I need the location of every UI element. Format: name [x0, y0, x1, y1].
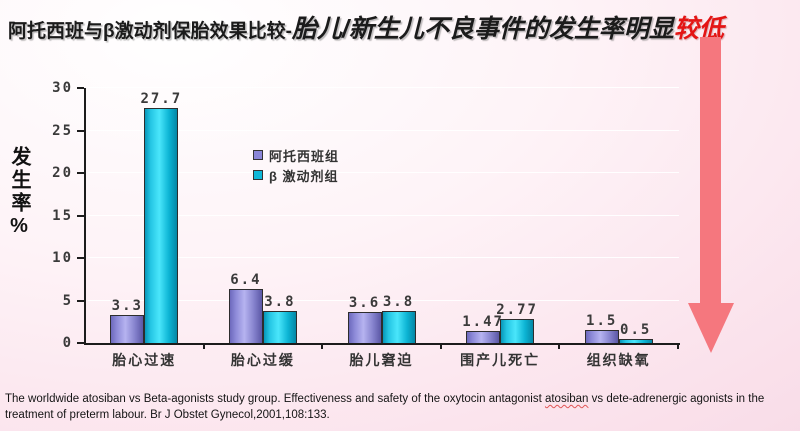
- y-tick-30: [77, 87, 84, 89]
- bar-series1-cat3: [500, 319, 535, 343]
- citation-text-after: vs dete-adrenergic agonists in the treat…: [5, 393, 765, 422]
- bar-value-label-s0-c0: 3.3: [111, 297, 143, 314]
- bar-value-label-s1-c3: 2.77: [496, 302, 538, 319]
- legend-swatch-icon-0: [253, 150, 263, 160]
- gridline-20: [88, 172, 679, 173]
- reference-citation: The worldwide atosiban vs Beta-agonists …: [5, 391, 791, 423]
- y-tick-0: [77, 342, 84, 344]
- gridline-5: [88, 299, 679, 301]
- y-tick-10: [77, 257, 84, 259]
- bar-value-label-s0-c4: 1.5: [586, 313, 618, 330]
- bar-value-label-s1-c2: 3.8: [382, 293, 415, 310]
- y-tick-label-30: 30: [52, 80, 73, 96]
- y-tick-label-15: 15: [52, 207, 73, 224]
- x-category-label-4: 组织缺氧: [586, 352, 651, 368]
- x-category-label-1: 胎心过缓: [230, 352, 295, 368]
- y-tick-20: [77, 172, 84, 174]
- down-arrow-shaft: [700, 37, 721, 304]
- x-category-label-2: 胎儿窘迫: [349, 352, 414, 368]
- bar-value-label-s1-c0: 27.7: [140, 90, 183, 107]
- y-axis-title: 发生率%: [8, 146, 30, 240]
- citation-misspelled-word: atosiban: [544, 393, 589, 405]
- legend-row-0: 阿托西班组: [253, 145, 339, 165]
- bar-value-label-s1-c1: 3.8: [264, 293, 296, 310]
- y-tick-25: [77, 129, 84, 132]
- x-category-label-0: 胎心过速: [112, 352, 177, 368]
- down-arrow-icon: [688, 303, 734, 353]
- bar-value-label-s1-c4: 0.5: [620, 321, 652, 338]
- y-tick-label-10: 10: [52, 250, 73, 266]
- y-tick-label-0: 0: [62, 335, 73, 351]
- y-tick-5: [77, 299, 84, 302]
- y-tick-label-20: 20: [52, 165, 73, 181]
- y-tick-label-25: 25: [52, 122, 73, 139]
- bar-series0-cat4: [584, 330, 619, 343]
- y-tick-label-5: 5: [62, 292, 73, 309]
- bar-series0-cat0: [110, 314, 145, 343]
- title-main: 阿托西班与β激动剂保胎效果比较-: [8, 21, 292, 42]
- citation-text-before: The worldwide atosiban vs Beta-agonists …: [5, 393, 545, 405]
- y-tick-15: [77, 214, 84, 217]
- bar-value-label-s0-c1: 6.4: [230, 271, 262, 288]
- legend-label-1: β 激动剂组: [269, 168, 339, 184]
- bar-series1-cat2: [381, 310, 416, 343]
- x-tick-2: [321, 343, 324, 349]
- bar-value-label-s0-c2: 3.6: [348, 295, 381, 312]
- x-tick-1: [202, 343, 205, 349]
- bar-series1-cat0: [144, 107, 179, 343]
- legend-row-1: β 激动剂组: [253, 165, 339, 185]
- bar-series1-cat4: [618, 338, 653, 343]
- gridline-15: [88, 214, 679, 216]
- x-category-label-3: 围产儿死亡: [460, 352, 541, 368]
- x-tick-4: [558, 343, 561, 349]
- chart-legend: 阿托西班组 β 激动剂组: [253, 145, 339, 185]
- legend-label-0: 阿托西班组: [269, 148, 340, 164]
- bar-chart-plot-area: [84, 87, 680, 345]
- bar-series1-cat1: [262, 310, 297, 343]
- bar-series0-cat1: [228, 288, 263, 343]
- legend-swatch-icon-1: [253, 170, 263, 180]
- gridline-25: [88, 129, 679, 131]
- x-tick-5: [677, 343, 679, 349]
- bar-series0-cat2: [347, 312, 382, 343]
- title-sub: 胎儿/新生儿不良事件的发生率明显: [291, 15, 674, 43]
- bar-value-label-s0-c3: 1.47: [462, 313, 504, 330]
- bar-series0-cat3: [466, 330, 501, 343]
- x-tick-3: [439, 343, 442, 349]
- slide-title: 阿托西班与β激动剂保胎效果比较-胎儿/新生儿不良事件的发生率明显较低: [8, 9, 794, 45]
- gridline-10: [88, 257, 679, 258]
- gridline-30: [88, 87, 679, 88]
